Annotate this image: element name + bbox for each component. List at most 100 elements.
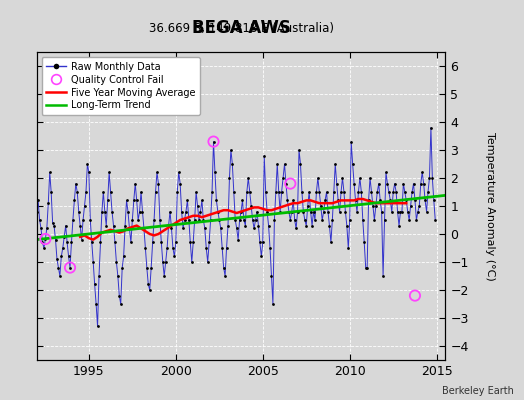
Point xyxy=(289,197,298,204)
Point xyxy=(265,222,273,229)
Point xyxy=(131,180,139,187)
Point xyxy=(99,189,107,195)
Point xyxy=(376,197,385,204)
Point xyxy=(212,197,221,204)
Point xyxy=(303,203,312,209)
Point xyxy=(327,239,335,246)
Point xyxy=(275,189,283,195)
Point xyxy=(366,175,374,181)
Point xyxy=(138,208,147,215)
Point xyxy=(288,208,296,215)
Point xyxy=(380,217,389,223)
Point xyxy=(51,236,60,243)
Point xyxy=(41,236,50,242)
Point xyxy=(174,169,183,176)
Point xyxy=(57,253,66,260)
Point xyxy=(260,152,268,159)
Point xyxy=(70,197,79,204)
Point xyxy=(428,175,436,181)
Point xyxy=(420,180,428,187)
Point xyxy=(115,292,124,299)
Point xyxy=(267,273,276,279)
Point xyxy=(234,236,242,243)
Point xyxy=(347,138,355,145)
Point xyxy=(334,197,342,204)
Point xyxy=(85,169,93,176)
Point xyxy=(421,197,429,204)
Point xyxy=(37,225,45,232)
Point xyxy=(315,189,323,195)
Point xyxy=(402,197,410,204)
Point xyxy=(66,264,74,271)
Point xyxy=(413,208,422,215)
Point xyxy=(358,217,367,223)
Point xyxy=(189,239,198,246)
Point xyxy=(405,217,413,223)
Point xyxy=(163,245,171,251)
Point xyxy=(344,245,353,251)
Point xyxy=(398,208,406,215)
Point xyxy=(370,217,378,223)
Point xyxy=(382,169,390,176)
Point xyxy=(396,208,405,215)
Point xyxy=(209,138,217,145)
Point xyxy=(305,189,313,195)
Point xyxy=(408,189,416,195)
Point xyxy=(282,180,290,187)
Point xyxy=(195,217,203,223)
Point xyxy=(227,147,235,153)
Point xyxy=(335,208,344,215)
Point xyxy=(32,208,41,215)
Point xyxy=(318,217,326,223)
Point xyxy=(173,189,181,195)
Point xyxy=(147,264,155,271)
Point xyxy=(246,189,254,195)
Point xyxy=(47,189,56,195)
Point xyxy=(372,203,380,209)
Point xyxy=(96,239,105,246)
Point xyxy=(179,225,187,232)
Point xyxy=(247,203,255,209)
Point xyxy=(92,301,100,307)
Point xyxy=(44,200,52,206)
Point xyxy=(91,281,99,288)
Point xyxy=(101,208,109,215)
Point xyxy=(343,222,351,229)
Point xyxy=(118,264,126,271)
Point xyxy=(134,217,143,223)
Point xyxy=(308,222,316,229)
Point xyxy=(60,234,69,240)
Point xyxy=(339,175,347,181)
Point xyxy=(42,225,51,232)
Point xyxy=(211,169,219,176)
Point xyxy=(292,225,300,232)
Point xyxy=(243,189,251,195)
Point xyxy=(341,208,350,215)
Point xyxy=(36,217,44,223)
Point xyxy=(233,225,241,232)
Point xyxy=(350,180,358,187)
Point xyxy=(205,239,213,246)
Point xyxy=(193,203,202,209)
Point xyxy=(430,197,438,204)
Point xyxy=(241,222,249,229)
Point xyxy=(302,222,310,229)
Point xyxy=(424,189,432,195)
Point xyxy=(222,245,231,251)
Point xyxy=(88,239,96,246)
Point xyxy=(254,222,263,229)
Point xyxy=(314,175,322,181)
Point xyxy=(320,208,328,215)
Point xyxy=(34,197,42,204)
Point xyxy=(63,239,71,246)
Point xyxy=(273,161,281,167)
Point xyxy=(110,222,118,229)
Point xyxy=(357,189,366,195)
Point xyxy=(186,239,194,246)
Point xyxy=(82,189,90,195)
Point xyxy=(301,217,309,223)
Point xyxy=(157,239,166,246)
Point xyxy=(248,217,257,223)
Title: BEGA AWS: BEGA AWS xyxy=(192,18,290,36)
Point xyxy=(263,208,271,215)
